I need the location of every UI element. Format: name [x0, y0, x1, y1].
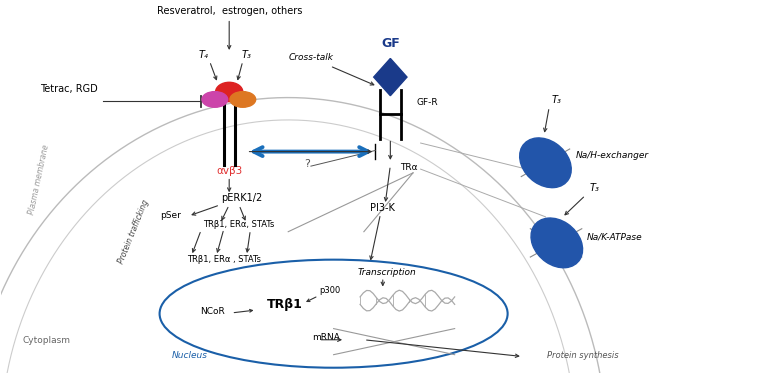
Ellipse shape	[531, 218, 583, 268]
Polygon shape	[374, 58, 407, 96]
Ellipse shape	[215, 82, 243, 102]
Text: TRβ1, ERα , STATs: TRβ1, ERα , STATs	[187, 255, 261, 264]
Text: Cytoplasm: Cytoplasm	[22, 337, 70, 346]
Text: TRβ1: TRβ1	[267, 298, 302, 311]
Text: T₃: T₃	[590, 184, 600, 193]
Text: Resveratrol,  estrogen, others: Resveratrol, estrogen, others	[156, 6, 302, 16]
Text: Plasma membrane: Plasma membrane	[27, 144, 50, 215]
Text: PI3-K: PI3-K	[371, 203, 395, 213]
Text: ?: ?	[304, 159, 310, 169]
Text: T₃: T₃	[242, 50, 252, 61]
Text: Protein synthesis: Protein synthesis	[547, 352, 619, 361]
Text: TRβ1, ERα, STATs: TRβ1, ERα, STATs	[203, 220, 274, 229]
Text: NCoR: NCoR	[200, 307, 225, 316]
Ellipse shape	[230, 92, 255, 107]
Text: pERK1/2: pERK1/2	[221, 193, 262, 203]
Text: Transcription: Transcription	[357, 267, 416, 276]
Text: Tetrac, RGD: Tetrac, RGD	[40, 84, 98, 94]
Text: mRNA: mRNA	[312, 333, 340, 342]
Text: GF-R: GF-R	[417, 98, 438, 107]
Text: GF: GF	[381, 37, 399, 50]
Ellipse shape	[202, 92, 227, 107]
Text: Na/H-exchanger: Na/H-exchanger	[576, 151, 649, 160]
Text: Cross-talk: Cross-talk	[288, 53, 334, 62]
Text: T₃: T₃	[552, 95, 562, 105]
Text: Protein trafficking: Protein trafficking	[116, 199, 150, 265]
Text: αvβ3: αvβ3	[216, 166, 243, 176]
Text: p300: p300	[319, 286, 340, 295]
Ellipse shape	[520, 138, 572, 188]
Text: T₄: T₄	[199, 50, 208, 61]
Text: Na/K-ATPase: Na/K-ATPase	[587, 232, 643, 241]
Text: TRα: TRα	[400, 163, 418, 172]
Text: Nucleus: Nucleus	[172, 352, 208, 361]
Text: pSer: pSer	[161, 211, 181, 220]
